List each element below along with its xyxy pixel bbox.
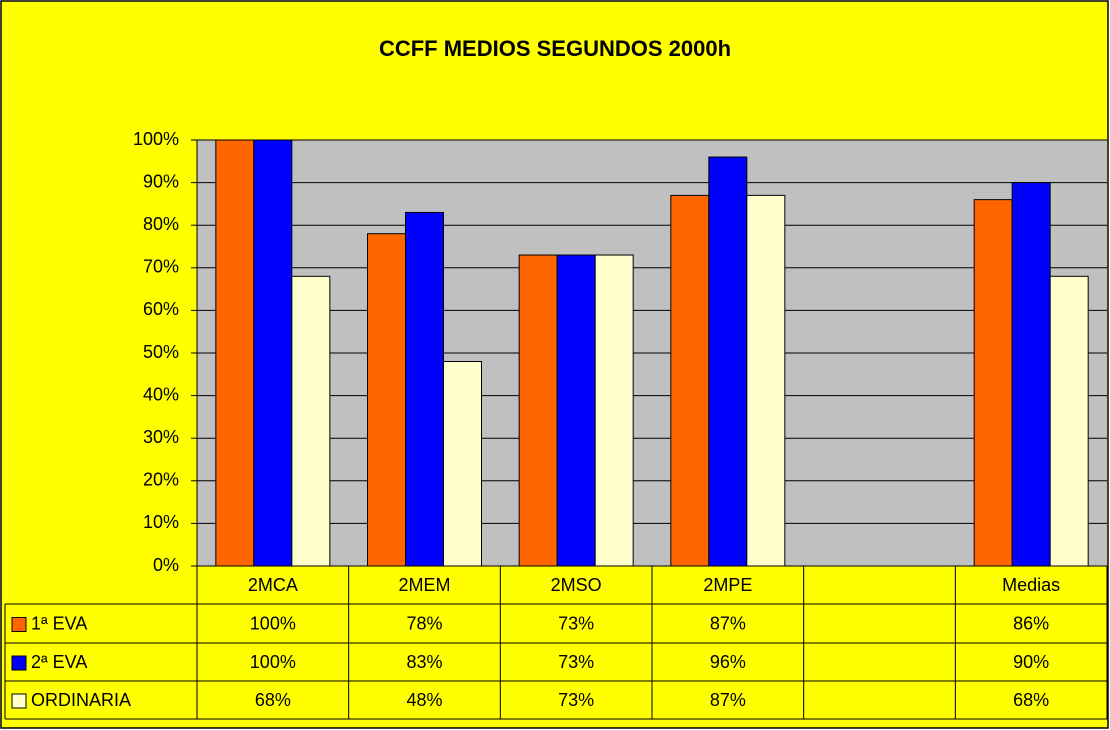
y-tick-label: 0% [153,555,179,575]
x-tick-label: 2MSO [551,575,602,595]
y-tick-label: 90% [143,171,179,191]
chart-title: CCFF MEDIOS SEGUNDOS 2000h [379,36,731,61]
bar [215,139,255,567]
y-tick-label: 80% [143,214,179,234]
data-label: 90% [1013,652,1049,672]
legend-key [11,617,27,632]
x-tick-label: Medias [1002,575,1060,595]
y-tick-label: 40% [143,384,179,404]
y-tick-label: 20% [143,470,179,490]
bar [973,199,1013,567]
bar [291,275,331,567]
legend-label: 1ª EVA [31,613,87,633]
data-label: 100% [250,652,296,672]
bar [556,254,596,567]
x-tick-label: 2MEM [398,575,450,595]
bar [367,233,406,567]
bar [1011,182,1051,567]
y-tick-label: 10% [143,512,179,532]
data-label: 87% [710,690,746,710]
data-label: 96% [710,652,746,672]
data-label: 86% [1013,613,1049,633]
data-label: 73% [558,652,594,672]
bar [746,194,786,567]
bar [670,194,710,567]
data-label: 48% [406,690,442,710]
data-label: 68% [1013,690,1049,710]
y-tick-label: 70% [143,257,179,277]
legend-label: 2ª EVA [31,652,87,672]
bar [253,139,293,567]
bar [405,211,444,567]
legend-label: ORDINARIA [31,690,131,710]
data-label: 73% [558,690,594,710]
y-tick-label: 100% [133,129,179,149]
y-tick-label: 60% [143,299,179,319]
bar [708,156,748,567]
bar [443,361,482,567]
bar [518,254,558,567]
bar [1049,275,1089,567]
legend-key [11,693,27,709]
x-tick-label: 2MCA [248,575,298,595]
y-tick-label: 50% [143,342,179,362]
x-tick-label: 2MPE [703,575,752,595]
data-label: 100% [250,613,296,633]
bar [594,254,634,567]
legend-key [11,655,27,671]
data-label: 87% [710,613,746,633]
data-label: 73% [558,613,594,633]
data-label: 83% [406,652,442,672]
y-tick-label: 30% [143,427,179,447]
data-label: 68% [255,690,291,710]
data-label: 78% [406,613,442,633]
